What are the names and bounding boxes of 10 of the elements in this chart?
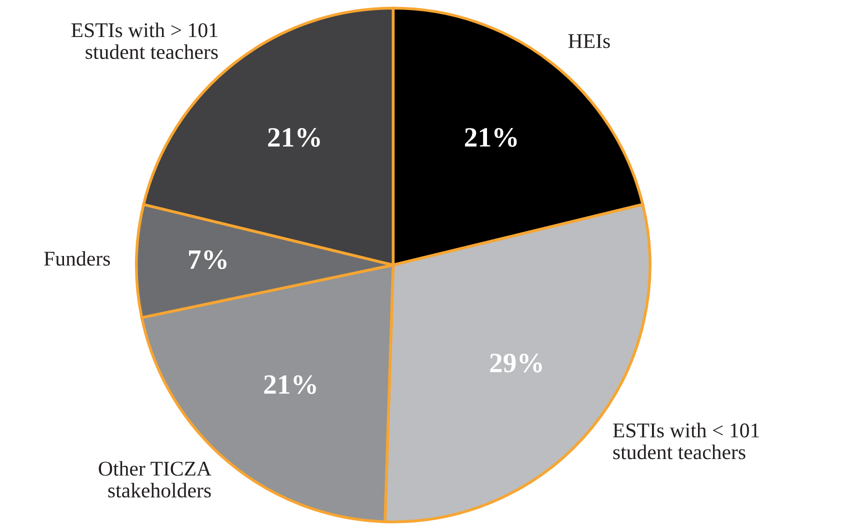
slice-label: Other TICZA stakeholders	[98, 461, 212, 498]
slice-label: Funders	[44, 251, 110, 266]
slice-label: HEIs	[568, 34, 610, 48]
data-label: 7%	[189, 250, 226, 270]
data-label: 29%	[490, 354, 542, 372]
slice-label: ESTIs with < 101 student teachers	[613, 422, 759, 460]
data-label: 21%	[268, 128, 320, 147]
slice-label: ESTIs with > 101 student teachers	[71, 22, 218, 60]
data-label: 21%	[264, 375, 316, 394]
data-label: 21%	[464, 128, 517, 147]
